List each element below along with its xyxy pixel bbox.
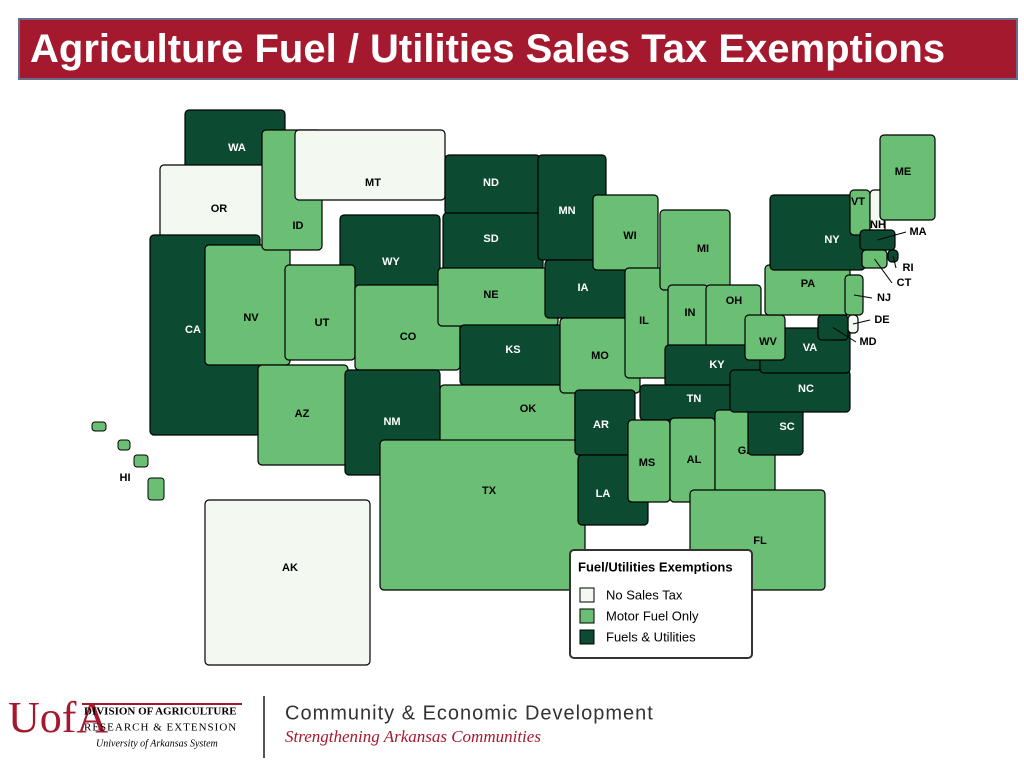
state-label: IL: [639, 315, 649, 327]
state-label: KS: [505, 344, 520, 356]
state-label: WA: [228, 142, 246, 154]
state-label: NC: [798, 383, 814, 395]
state-label: AZ: [295, 408, 310, 420]
state-shape: [744, 314, 786, 361]
leader-line: [874, 258, 893, 284]
state-shape: [204, 244, 291, 366]
state-label: WI: [623, 230, 636, 242]
legend-title: Fuel/Utilities Exemptions: [578, 559, 733, 574]
state-label: MO: [591, 350, 609, 362]
research: RESEARCH & EXTENSION: [84, 722, 237, 734]
state-label: SC: [779, 421, 794, 433]
state-label: CT: [897, 277, 912, 289]
legend: Fuel/Utilities Exemptions No Sales Tax Mot…: [569, 549, 753, 659]
legend-swatch: [579, 608, 595, 624]
state-shape: [147, 477, 165, 501]
state-label: NM: [383, 416, 400, 428]
state-shape: [729, 369, 851, 413]
state-label: KY: [709, 359, 725, 371]
state-label: ME: [895, 166, 912, 178]
state-label: MN: [558, 205, 575, 217]
division: DIVISION OF AGRICULTURE: [84, 706, 237, 718]
state-label: CO: [400, 331, 417, 343]
state-label: NJ: [877, 292, 891, 304]
state-label: ND: [483, 177, 499, 189]
leader-line: [852, 319, 871, 325]
state-shape: [294, 129, 446, 201]
state-shape: [879, 134, 936, 221]
program: Community & Economic Development: [285, 702, 654, 724]
tagline: Strengthening Arkansas Communities: [285, 727, 541, 746]
leader-line: [877, 231, 907, 241]
legend-label: No Sales Tax: [606, 587, 683, 602]
state-label: NV: [243, 312, 259, 324]
state-label: TN: [687, 393, 702, 405]
logo: UofA: [8, 693, 108, 742]
state-shape: [887, 249, 899, 263]
state-label: FL: [753, 535, 767, 547]
state-label: MT: [365, 177, 381, 189]
state-shape: [379, 439, 586, 591]
state-shape: [204, 499, 371, 666]
state-label: UT: [315, 317, 330, 329]
state-label: NY: [824, 234, 840, 246]
legend-box: [569, 549, 753, 659]
state-label: AL: [687, 454, 702, 466]
state-label: OK: [520, 403, 537, 415]
state-label: MA: [909, 226, 926, 238]
state-label: NE: [483, 289, 498, 301]
state-label: AK: [282, 562, 298, 574]
state-label: NH: [870, 219, 886, 231]
state-label: HI: [120, 472, 131, 484]
system: University of Arkansas System: [96, 738, 218, 749]
state-label: TX: [482, 485, 497, 497]
leader-line: [853, 294, 873, 299]
state-label: VT: [851, 196, 865, 208]
state-label: MD: [859, 336, 876, 348]
state-label: OH: [726, 295, 743, 307]
state-label: PA: [801, 278, 816, 290]
state-label: IA: [578, 282, 589, 294]
legend-swatch: [579, 587, 595, 603]
state-label: WY: [382, 256, 400, 268]
state-label: LA: [596, 488, 611, 500]
legend-swatch: [579, 629, 595, 645]
state-label: MI: [697, 243, 709, 255]
state-shape: [133, 454, 149, 468]
state-label: RI: [903, 262, 914, 274]
state-label: MS: [639, 457, 656, 469]
state-label: WV: [759, 336, 777, 348]
state-shape: [284, 264, 356, 361]
footer: UofA DIVISION OF AGRICULTURE RESEARCH & …: [8, 693, 654, 758]
state-label: ID: [293, 220, 304, 232]
state-label: VA: [803, 342, 818, 354]
leader-line: [832, 327, 857, 343]
slide-title: Agriculture Fuel / Utilities Sales Tax E…: [18, 18, 1018, 80]
state-label: IN: [685, 307, 696, 319]
us-map: WA OR CA NV ID MT WY UT CO AZ NM ND SD NE KS OK TX MN IA MO…: [91, 109, 936, 666]
state-label: OR: [211, 203, 228, 215]
state-label: SD: [483, 233, 498, 245]
legend-label: Fuels & Utilities: [606, 629, 696, 644]
state-shape: [659, 209, 731, 291]
state-label: DE: [874, 314, 889, 326]
leader-line: [892, 255, 897, 269]
state-label: AR: [593, 419, 609, 431]
state-label: CA: [185, 324, 201, 336]
state-shape: [91, 421, 107, 432]
state-shape: [117, 439, 131, 451]
state-shape: [764, 264, 851, 316]
legend-label: Motor Fuel Only: [606, 608, 699, 623]
